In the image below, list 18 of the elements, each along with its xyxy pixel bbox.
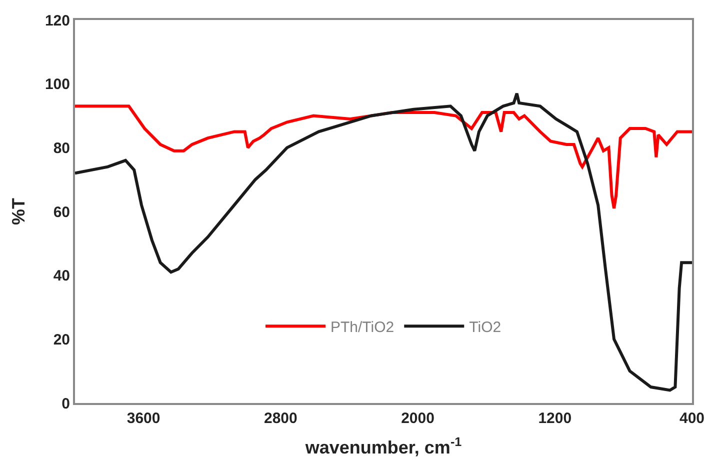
- x-tick-label: 2000: [401, 410, 434, 427]
- x-tick-label: 2800: [264, 410, 298, 427]
- y-axis-title: %T: [8, 198, 29, 225]
- y-tick-label: 20: [53, 331, 70, 348]
- line-series: [75, 92, 692, 392]
- x-tick-label: 400: [679, 410, 705, 427]
- legend-label: PTh/TiO2: [330, 319, 394, 336]
- x-tick-label: 3600: [126, 410, 160, 427]
- y-tick-label: 60: [53, 204, 70, 221]
- x-axis-title: wavenumber, cm$^{-1}$: [304, 435, 462, 458]
- line-series: [75, 104, 692, 210]
- y-tick-label: 120: [44, 12, 70, 30]
- y-tick-label: 80: [53, 140, 70, 157]
- y-tick-label: 40: [53, 268, 70, 285]
- x-tick-label: 1200: [538, 410, 572, 427]
- legend-label: TiO2: [469, 319, 502, 336]
- y-tick-label: 100: [44, 76, 70, 94]
- y-tick-label: 0: [62, 395, 70, 412]
